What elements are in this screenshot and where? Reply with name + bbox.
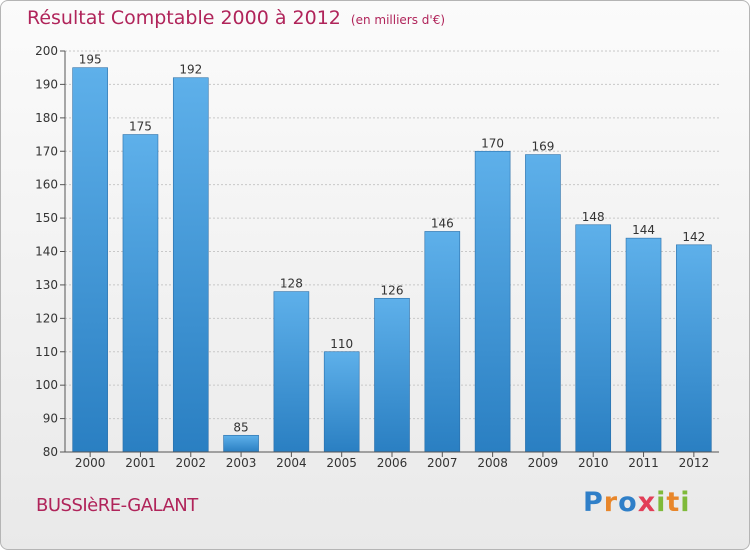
bar (273, 291, 310, 453)
bar (424, 231, 461, 453)
bars: 195 175 192 85 128 110 126 146 170 169 148 144 142 (72, 53, 712, 453)
data-label: 148 (582, 210, 605, 224)
x-tick-label: 2005 (326, 456, 357, 470)
x-tick-label: 2006 (377, 456, 408, 470)
y-tick-label: 110 (35, 345, 58, 359)
logo-letter: i (680, 487, 691, 518)
x-tick-label: 2001 (125, 456, 156, 470)
x-tick-label: 2002 (175, 456, 206, 470)
y-axis: 80 90 100 110 120 130 140 150 160 170 180 190 200 (35, 44, 66, 459)
x-tick-label: 2009 (528, 456, 559, 470)
bar (525, 154, 561, 453)
bar (474, 150, 511, 453)
data-label: 110 (330, 337, 353, 351)
data-label: 192 (179, 63, 202, 77)
bar (374, 297, 410, 453)
y-tick-label: 90 (43, 412, 58, 426)
logo-letter: t (666, 487, 681, 518)
bar (172, 77, 209, 453)
y-tick-label: 180 (35, 111, 58, 125)
x-tick-label: 2010 (578, 456, 609, 470)
x-tick-label: 2000 (75, 456, 106, 470)
data-label: 175 (129, 120, 152, 134)
commune-name: BUSSIèRE-GALANT (36, 495, 198, 516)
bar (72, 67, 108, 453)
chart-subtitle: (en milliers d'€) (350, 13, 446, 27)
bar (575, 224, 612, 453)
bar (676, 244, 712, 453)
data-label: 170 (481, 136, 504, 150)
chart-title: Résultat Comptable 2000 à 2012 (en millie… (27, 7, 445, 29)
x-tick-label: 2012 (679, 456, 710, 470)
data-label: 85 (233, 420, 248, 434)
data-label: 142 (682, 230, 705, 244)
y-tick-label: 160 (35, 178, 58, 192)
y-tick-label: 200 (35, 44, 58, 58)
data-label: 144 (632, 223, 655, 237)
data-label: 126 (381, 283, 404, 297)
x-tick-label: 2011 (628, 456, 659, 470)
data-label: 195 (79, 53, 102, 67)
proxiti-logo: Proxiti (583, 487, 691, 518)
bar (223, 434, 259, 453)
bar (323, 351, 360, 453)
bar (122, 134, 159, 453)
y-tick-label: 130 (35, 278, 58, 292)
x-tick-label: 2007 (427, 456, 458, 470)
y-tick-label: 100 (35, 378, 58, 392)
data-label: 128 (280, 277, 303, 291)
logo-letter: i (656, 487, 667, 518)
x-tick-label: 2008 (477, 456, 508, 470)
y-tick-label: 170 (35, 144, 58, 158)
x-axis: 2000 2001 2002 2003 2004 2005 2006 2007 2008 2009… (65, 451, 719, 470)
y-tick-label: 190 (35, 77, 58, 91)
x-tick-label: 2003 (226, 456, 257, 470)
logo-letter: x (637, 487, 657, 518)
y-tick-label: 140 (35, 245, 58, 259)
y-tick-label: 120 (35, 311, 58, 325)
y-tick-label: 150 (35, 211, 58, 225)
logo-letter: P (583, 487, 604, 518)
logo-letter: o (618, 487, 638, 518)
x-tick-label: 2004 (276, 456, 307, 470)
data-label: 146 (431, 216, 454, 230)
chart-title-text: Résultat Comptable 2000 à 2012 (27, 7, 341, 29)
bar (625, 237, 662, 453)
y-tick-label: 80 (43, 445, 58, 459)
logo-letter: r (603, 487, 619, 518)
data-label: 169 (531, 140, 554, 154)
